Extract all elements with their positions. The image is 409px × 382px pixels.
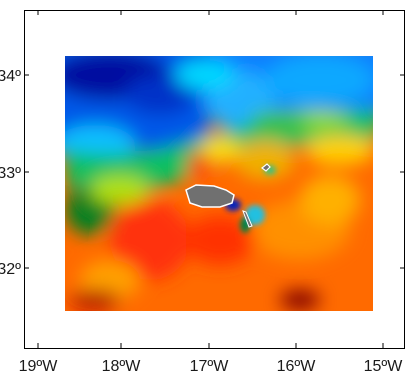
lon-ticks xyxy=(37,10,384,348)
lat-label-34: 34º xyxy=(0,68,21,85)
ocean-field xyxy=(65,56,373,311)
madeira-island xyxy=(185,184,235,208)
porto-santo-island xyxy=(261,163,271,172)
lat-ticks xyxy=(24,74,405,269)
lon-label-17w: 17ºW xyxy=(190,358,230,375)
lat-label-33: 33º xyxy=(0,165,21,182)
lon-label-19w: 19ºW xyxy=(19,358,59,375)
map-frame xyxy=(24,10,405,349)
lon-label-18w: 18ºW xyxy=(102,358,142,375)
desertas-island xyxy=(242,210,253,228)
lat-label-32: 32º xyxy=(0,261,21,278)
lon-label-16w: 16ºW xyxy=(277,358,317,375)
lon-label-15w: 15ºW xyxy=(364,358,404,375)
